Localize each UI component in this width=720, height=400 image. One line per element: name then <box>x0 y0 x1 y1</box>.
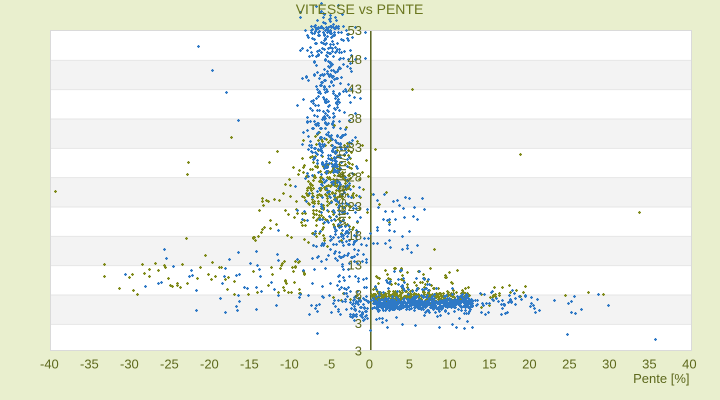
svg-text:40: 40 <box>682 357 696 372</box>
svg-text:25: 25 <box>562 357 576 372</box>
svg-text:38: 38 <box>348 111 362 126</box>
svg-text:15: 15 <box>482 357 496 372</box>
svg-text:0: 0 <box>366 357 373 372</box>
svg-text:-5: -5 <box>324 357 336 372</box>
svg-text:-25: -25 <box>160 357 179 372</box>
svg-text:30: 30 <box>602 357 616 372</box>
svg-text:5: 5 <box>406 357 413 372</box>
svg-text:8: 8 <box>355 287 362 302</box>
svg-text:20: 20 <box>522 357 536 372</box>
svg-text:3: 3 <box>355 343 362 358</box>
svg-text:48: 48 <box>348 52 362 67</box>
svg-text:Vitesse [km/h]: Vitesse [km/h] <box>334 146 349 227</box>
svg-text:43: 43 <box>348 82 362 97</box>
svg-text:23: 23 <box>348 199 362 214</box>
svg-text:VITESSE vs PENTE: VITESSE vs PENTE <box>296 1 424 17</box>
svg-text:28: 28 <box>348 170 362 185</box>
svg-text:13: 13 <box>348 258 362 273</box>
svg-text:18: 18 <box>348 228 362 243</box>
svg-text:-35: -35 <box>80 357 99 372</box>
svg-text:53: 53 <box>348 23 362 38</box>
svg-text:-30: -30 <box>120 357 139 372</box>
svg-text:-10: -10 <box>280 357 299 372</box>
svg-text:10: 10 <box>442 357 456 372</box>
svg-text:-40: -40 <box>40 357 59 372</box>
svg-text:3: 3 <box>355 316 362 331</box>
svg-text:Pente [%]: Pente [%] <box>633 371 689 386</box>
svg-text:33: 33 <box>348 140 362 155</box>
svg-text:35: 35 <box>642 357 656 372</box>
svg-text:-20: -20 <box>200 357 219 372</box>
svg-text:-15: -15 <box>240 357 259 372</box>
